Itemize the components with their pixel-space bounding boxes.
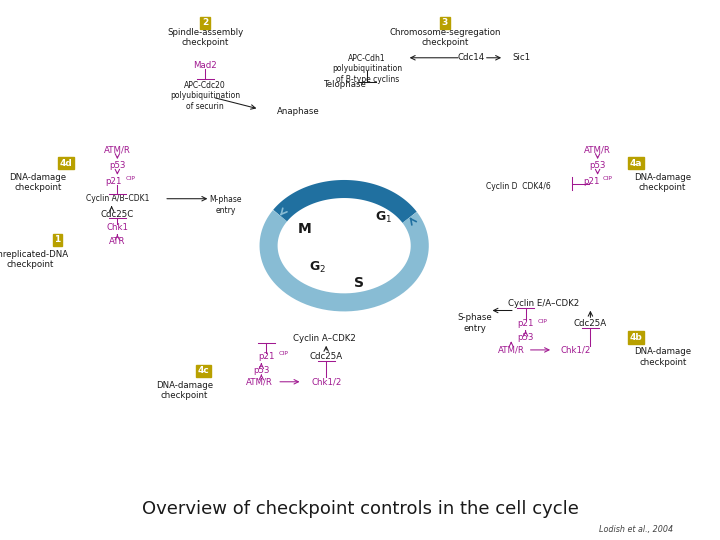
Text: 4a: 4a: [629, 159, 642, 167]
Text: M: M: [298, 222, 312, 235]
Text: 1: 1: [55, 235, 60, 244]
Text: Cdc25C: Cdc25C: [101, 211, 134, 219]
Text: Mad2: Mad2: [194, 62, 217, 70]
Text: Cyclin E/A–CDK2: Cyclin E/A–CDK2: [508, 299, 579, 308]
Text: Chromosome-segregation
checkpoint: Chromosome-segregation checkpoint: [390, 28, 500, 48]
Text: Anaphase: Anaphase: [277, 107, 320, 116]
Text: ATM/R: ATM/R: [246, 377, 273, 386]
Text: p53: p53: [518, 333, 534, 342]
Text: p53: p53: [109, 161, 125, 170]
Text: ATM/R: ATM/R: [104, 146, 131, 154]
Text: p21: p21: [106, 177, 122, 186]
Text: 4d: 4d: [60, 159, 73, 167]
Text: Telophase: Telophase: [324, 80, 367, 89]
Text: Chk1/2: Chk1/2: [311, 377, 341, 386]
Text: Sic1: Sic1: [513, 53, 531, 62]
Text: APC-Cdh1
polyubiquitination
of B-type cyclins: APC-Cdh1 polyubiquitination of B-type cy…: [332, 54, 402, 84]
Text: Cdc14: Cdc14: [458, 53, 485, 62]
Text: Chk1/2: Chk1/2: [560, 346, 590, 354]
Text: G$_1$: G$_1$: [375, 210, 392, 225]
Text: 4c: 4c: [197, 367, 209, 375]
Text: DNA-damage
checkpoint: DNA-damage checkpoint: [634, 173, 691, 192]
Text: Lodish et al., 2004: Lodish et al., 2004: [599, 524, 673, 534]
Text: CIP: CIP: [125, 176, 135, 181]
Text: ATM/R: ATM/R: [498, 346, 525, 354]
Text: Cdc25A: Cdc25A: [310, 352, 343, 361]
Text: Spindle-assembly
checkpoint: Spindle-assembly checkpoint: [167, 28, 243, 48]
Text: DNA-damage
checkpoint: DNA-damage checkpoint: [9, 173, 67, 192]
Text: S-phase
entry: S-phase entry: [458, 313, 492, 333]
Text: Cyclin A–CDK2: Cyclin A–CDK2: [292, 334, 356, 343]
Text: CIP: CIP: [279, 351, 289, 356]
Text: G$_2$: G$_2$: [309, 260, 326, 275]
Text: ATM/R: ATM/R: [584, 146, 611, 154]
Text: p21: p21: [518, 320, 534, 328]
Text: 3: 3: [442, 18, 448, 27]
Text: p21: p21: [584, 177, 600, 186]
Text: Overview of checkpoint controls in the cell cycle: Overview of checkpoint controls in the c…: [142, 500, 578, 518]
Text: 4b: 4b: [629, 333, 642, 342]
Text: DNA-damage
checkpoint: DNA-damage checkpoint: [156, 381, 213, 400]
Text: S: S: [354, 275, 364, 289]
Text: 2: 2: [202, 18, 208, 27]
Text: Cdc25A: Cdc25A: [574, 320, 607, 328]
Text: Cyclin D  CDK4/6: Cyclin D CDK4/6: [486, 182, 551, 191]
Text: M-phase
entry: M-phase entry: [209, 195, 242, 215]
Text: p53: p53: [253, 367, 269, 375]
Text: APC-Cdc20
polyubiquitination
of securin: APC-Cdc20 polyubiquitination of securin: [170, 81, 240, 111]
Text: Chk1: Chk1: [107, 224, 128, 232]
Text: CIP: CIP: [538, 319, 548, 324]
Text: CIP: CIP: [603, 176, 613, 181]
Text: DNA-damage
checkpoint: DNA-damage checkpoint: [634, 347, 692, 367]
Text: ATR: ATR: [109, 237, 125, 246]
Text: p53: p53: [590, 161, 606, 170]
Text: Unreplicated-DNA
checkpoint: Unreplicated-DNA checkpoint: [0, 250, 69, 269]
Text: Cyclin A/B–CDK1: Cyclin A/B–CDK1: [86, 194, 149, 203]
Text: p21: p21: [258, 352, 274, 361]
